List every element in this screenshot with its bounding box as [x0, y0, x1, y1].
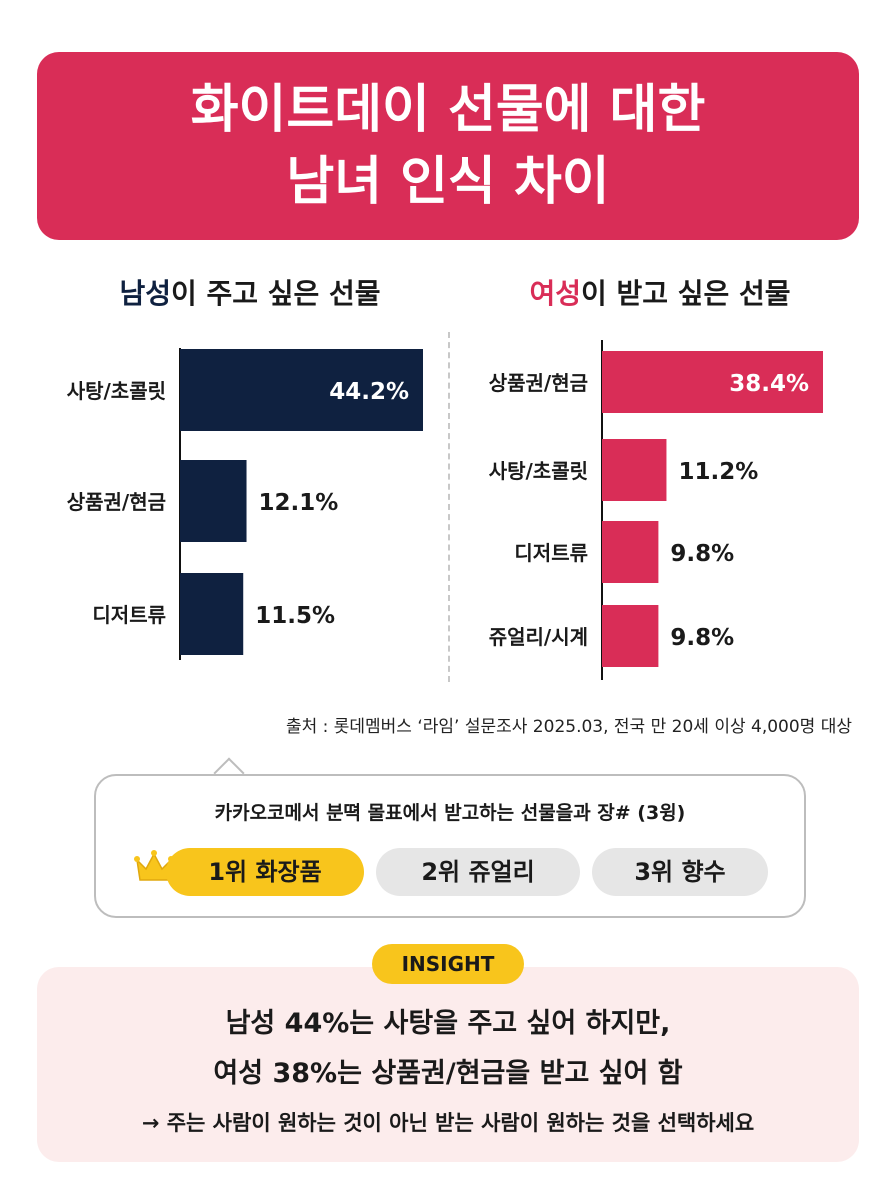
- title-banner: 화이트데이 선물에 대한 남녀 인식 차이: [37, 52, 859, 240]
- male-value-label-1: 44.2%: [329, 379, 409, 405]
- female-chart-title: 여성이 받고 싶은 선물: [470, 272, 850, 312]
- female-bar-3: [602, 521, 659, 583]
- male-bar-3: [180, 573, 244, 655]
- female-category-label-2: 사탕/초콜릿: [489, 459, 588, 483]
- bubble-question: 카카오코메서 분뗙 몰표에서 받고하는 선물을과 장# (3윙): [214, 802, 686, 824]
- source-note: 출처 : 롯데멤버스 ‘라임’ 설문조사 2025.03, 전국 만 20세 이…: [285, 717, 852, 737]
- male-bar-1: [180, 349, 423, 431]
- female-title-rest: 이 받고 싶은 선물: [580, 277, 791, 310]
- female-bar-chart: 상품권/현금 38.4% 사탕/초콜릿 11.2% 디저트류 9.8% 쥬얼리/시계 9.8%: [489, 340, 823, 680]
- ranking-bubble: 카카오코메서 분뗙 몰표에서 받고하는 선물을과 장# (3윙) 1위 화장품 …: [94, 774, 806, 918]
- chart-divider: [448, 332, 450, 682]
- male-bar-2: [180, 460, 247, 542]
- female-bar-2: [602, 439, 667, 501]
- female-category-label-1: 상품권/현금: [489, 371, 588, 395]
- male-chart-title: 남성이 주고 싶은 선물: [60, 272, 440, 312]
- insight-line-3: → 주는 사람이 원하는 것이 아닌 받는 사람이 원하는 것을 선택하세요: [141, 1111, 755, 1135]
- male-title-rest: 이 주고 싶은 선물: [170, 277, 381, 310]
- male-category-label-1: 사탕/초콜릿: [67, 379, 166, 403]
- male-value-label-2: 12.1%: [259, 490, 339, 516]
- title-line-2: 남녀 인식 차이: [286, 152, 610, 212]
- rank-3-pill: 3위 향수: [592, 848, 768, 896]
- male-category-label-2: 상품권/현금: [67, 490, 166, 514]
- female-value-label-3: 9.8%: [670, 541, 734, 567]
- female-value-label-4: 9.8%: [670, 625, 734, 651]
- female-value-label-2: 11.2%: [678, 459, 758, 485]
- insight-line-1: 남성 44%는 사탕을 주고 싶어 하지만,: [225, 1008, 671, 1039]
- female-title-highlight: 여성: [529, 277, 581, 310]
- insight-box: 남성 44%는 사탕을 주고 싶어 하지만, 여성 38%는 상품권/현금을 받…: [37, 967, 859, 1162]
- female-category-label-4: 쥬얼리/시계: [489, 625, 588, 649]
- rank-2-pill: 2위 쥬얼리: [376, 848, 580, 896]
- female-value-label-1: 38.4%: [729, 371, 809, 397]
- male-bar-chart: 사탕/초콜릿 44.2% 상품권/현금 12.1% 디저트류 11.5%: [67, 348, 423, 660]
- male-value-label-3: 11.5%: [255, 603, 335, 629]
- insight-line-2: 여성 38%는 상품권/현금을 받고 싶어 함: [213, 1058, 683, 1089]
- title-line-1: 화이트데이 선물에 대한: [190, 80, 706, 140]
- rank-1-pill: 1위 화장품: [166, 848, 364, 896]
- insight-tag: INSIGHT: [372, 944, 524, 984]
- male-category-label-3: 디저트류: [92, 603, 166, 627]
- female-bar-4: [602, 605, 659, 667]
- female-category-label-3: 디저트류: [514, 541, 588, 565]
- female-bar-1: [602, 351, 823, 413]
- male-title-highlight: 남성: [119, 277, 171, 310]
